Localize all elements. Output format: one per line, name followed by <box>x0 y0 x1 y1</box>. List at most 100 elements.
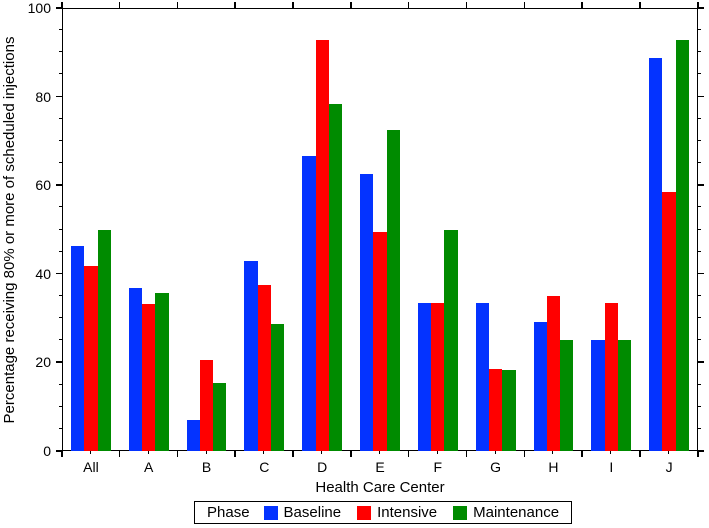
x-group-divider <box>234 451 236 457</box>
x-group-divider <box>639 2 641 8</box>
bar-intensive <box>431 303 444 451</box>
x-tick-label: D <box>317 459 327 475</box>
legend-swatch <box>264 506 278 520</box>
x-tick-center <box>610 451 611 454</box>
x-tick-label: C <box>259 459 269 475</box>
bar-maintenance <box>213 383 226 451</box>
bar-baseline <box>244 261 257 451</box>
legend-swatch <box>453 506 467 520</box>
bar-baseline <box>534 322 547 451</box>
x-tick-center <box>263 451 264 454</box>
bar-maintenance <box>387 130 400 451</box>
bar-maintenance <box>98 230 111 451</box>
x-group-divider <box>177 2 179 8</box>
bar-maintenance <box>271 324 284 451</box>
y-axis-title: Percentage receiving 80% or more of sche… <box>1 36 18 423</box>
y-tick-minor <box>698 339 701 340</box>
x-group-divider <box>234 2 236 8</box>
y-tick-minor <box>59 162 62 163</box>
y-tick-minor <box>59 428 62 429</box>
y-tick-major <box>698 7 704 9</box>
bar-intensive <box>258 285 271 451</box>
y-tick-minor <box>59 229 62 230</box>
legend-label: Maintenance <box>473 504 559 521</box>
x-group-divider <box>119 451 121 457</box>
bar-intensive <box>662 192 675 451</box>
x-tick-center <box>206 451 207 454</box>
y-tick-minor <box>698 384 701 385</box>
y-tick-label: 0 <box>0 443 51 459</box>
y-tick-minor <box>59 118 62 119</box>
x-tick-center <box>437 451 438 454</box>
x-tick-center <box>90 451 91 454</box>
x-group-divider <box>697 451 699 457</box>
bar-maintenance <box>329 104 342 451</box>
x-tick-center <box>552 451 553 454</box>
x-tick-label: A <box>144 459 153 475</box>
y-tick-minor <box>698 206 701 207</box>
x-tick-label: All <box>83 459 99 475</box>
x-group-divider <box>350 451 352 457</box>
bar-maintenance <box>155 293 168 451</box>
y-tick-minor <box>59 406 62 407</box>
x-group-divider <box>61 451 63 457</box>
bar-intensive <box>489 369 502 451</box>
legend-item: Baseline <box>264 504 342 521</box>
bar-maintenance <box>444 230 457 451</box>
bar-baseline <box>187 420 200 451</box>
y-tick-minor <box>59 295 62 296</box>
y-tick-minor <box>698 51 701 52</box>
bar-baseline <box>418 303 431 451</box>
legend-label: Intensive <box>377 504 437 521</box>
x-group-divider <box>581 2 583 8</box>
x-tick-label: H <box>548 459 558 475</box>
x-group-divider <box>350 2 352 8</box>
x-group-divider <box>639 451 641 457</box>
y-tick-minor <box>59 29 62 30</box>
x-tick-center <box>148 451 149 454</box>
x-tick-center <box>668 451 669 454</box>
y-tick-minor <box>698 295 701 296</box>
bar-intensive <box>142 304 155 451</box>
y-tick-major <box>698 450 704 452</box>
y-tick-minor <box>59 384 62 385</box>
bar-intensive <box>84 266 97 451</box>
y-tick-minor <box>698 406 701 407</box>
x-tick-label: B <box>202 459 211 475</box>
x-group-divider <box>408 451 410 457</box>
y-tick-minor <box>59 206 62 207</box>
x-tick-center <box>321 451 322 454</box>
x-group-divider <box>466 451 468 457</box>
bar-baseline <box>476 303 489 451</box>
bar-maintenance <box>618 340 631 451</box>
y-tick-major <box>698 184 704 186</box>
y-tick-major <box>56 361 62 363</box>
bar-intensive <box>316 40 329 451</box>
x-group-divider <box>408 2 410 8</box>
y-tick-minor <box>59 251 62 252</box>
x-group-divider <box>524 451 526 457</box>
x-group-divider <box>466 2 468 8</box>
bar-baseline <box>71 246 84 451</box>
x-group-divider <box>581 451 583 457</box>
x-tick-label: E <box>375 459 384 475</box>
y-tick-minor <box>698 428 701 429</box>
x-group-divider <box>292 451 294 457</box>
legend-swatch <box>357 506 371 520</box>
bar-intensive <box>200 360 213 451</box>
y-tick-major <box>698 96 704 98</box>
bar-baseline <box>649 58 662 451</box>
y-tick-minor <box>698 317 701 318</box>
y-tick-minor <box>59 140 62 141</box>
y-tick-minor <box>698 118 701 119</box>
x-tick-center <box>379 451 380 454</box>
x-tick-label: G <box>490 459 501 475</box>
x-group-divider <box>61 2 63 8</box>
chart-stage: 020406080100AllABCDEFGHIJPercentage rece… <box>0 0 709 528</box>
bar-maintenance <box>502 370 515 451</box>
bar-maintenance <box>560 340 573 451</box>
x-tick-label: J <box>666 459 673 475</box>
y-tick-minor <box>698 73 701 74</box>
legend-item: Maintenance <box>453 504 559 521</box>
x-tick-label: F <box>434 459 443 475</box>
